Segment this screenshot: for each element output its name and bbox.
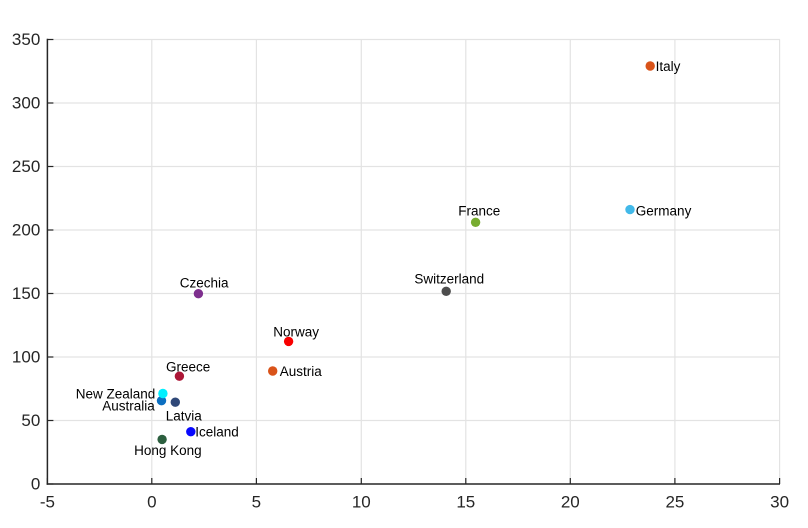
svg-text:Italy: Italy — [656, 59, 681, 74]
svg-text:350: 350 — [12, 30, 40, 49]
svg-text:300: 300 — [12, 94, 40, 113]
svg-text:-5: -5 — [40, 492, 55, 511]
svg-text:200: 200 — [12, 221, 40, 240]
svg-text:Austria: Austria — [280, 364, 323, 379]
svg-text:150: 150 — [12, 284, 40, 303]
svg-text:250: 250 — [12, 157, 40, 176]
svg-text:Czechia: Czechia — [180, 275, 229, 290]
svg-text:Germany: Germany — [636, 203, 692, 218]
svg-text:Iceland: Iceland — [195, 425, 239, 440]
svg-text:5: 5 — [252, 492, 261, 511]
svg-text:Australia: Australia — [102, 398, 155, 413]
svg-text:New Zealand: New Zealand — [76, 387, 156, 402]
svg-text:0: 0 — [31, 475, 40, 494]
svg-text:Switzerland: Switzerland — [414, 271, 484, 286]
svg-text:10: 10 — [352, 492, 371, 511]
svg-text:15: 15 — [456, 492, 475, 511]
svg-text:Hong Kong: Hong Kong — [134, 443, 202, 458]
svg-text:30: 30 — [770, 492, 789, 511]
svg-text:Latvia: Latvia — [166, 408, 203, 423]
svg-text:25: 25 — [665, 492, 684, 511]
svg-text:50: 50 — [21, 411, 40, 430]
svg-text:100: 100 — [12, 348, 40, 367]
svg-text:Norway: Norway — [273, 325, 319, 340]
svg-text:Greece: Greece — [166, 360, 210, 375]
svg-text:20: 20 — [561, 492, 580, 511]
svg-text:0: 0 — [147, 492, 156, 511]
svg-text:France: France — [458, 203, 500, 218]
